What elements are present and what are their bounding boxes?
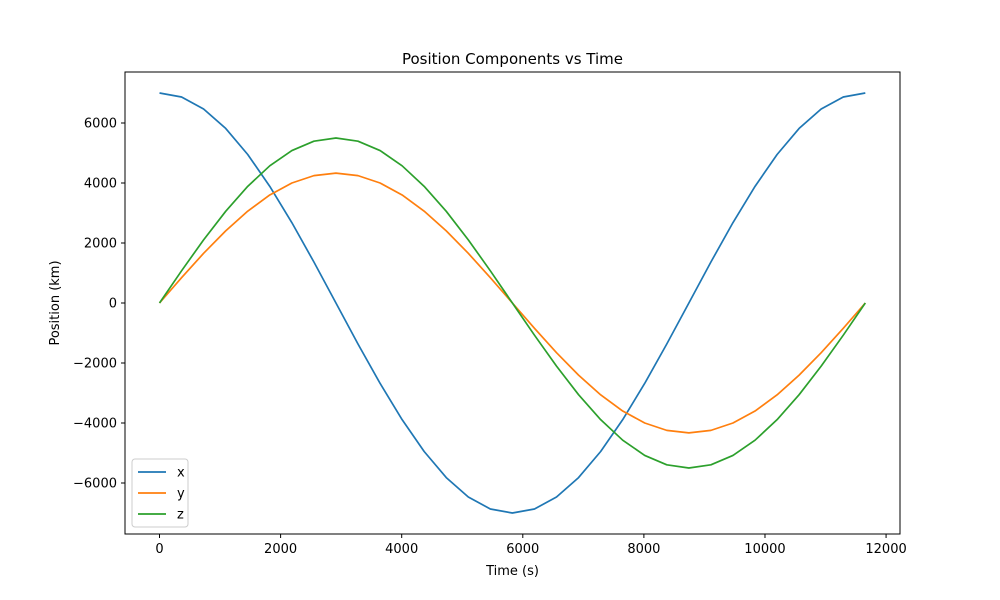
- legend-label-y: y: [177, 487, 185, 502]
- legend-label-x: x: [177, 466, 185, 481]
- y-tick-label: −6000: [73, 477, 117, 492]
- y-tick-label: −4000: [73, 417, 117, 432]
- x-tick-label: 4000: [385, 542, 418, 557]
- series-line-x: [159, 92, 866, 514]
- legend: xyz: [131, 458, 189, 528]
- x-axis-label: Time (s): [485, 564, 539, 579]
- y-tick-label: −2000: [73, 357, 117, 372]
- y-tick-label: 2000: [84, 237, 117, 252]
- x-tick-label: 6000: [506, 542, 539, 557]
- y-tick-label: 4000: [84, 177, 117, 192]
- x-tick-label: 8000: [627, 542, 660, 557]
- y-tick-label: 6000: [84, 117, 117, 132]
- y-axis: −6000 −4000 −2000 0 2000 4000 6000: [73, 117, 125, 492]
- legend-label-z: z: [177, 508, 184, 523]
- x-axis: 0 2000 4000 6000 8000 10000 12000: [155, 534, 907, 557]
- y-axis-label: Position (km): [48, 260, 63, 345]
- series-layer: [158, 92, 867, 514]
- x-tick-label: 12000: [865, 542, 906, 557]
- series-line-z: [158, 137, 867, 469]
- x-tick-label: 10000: [744, 542, 785, 557]
- x-tick-label: 0: [155, 542, 163, 557]
- y-tick-label: 0: [109, 297, 117, 312]
- chart-title: Position Components vs Time: [402, 50, 623, 68]
- x-tick-label: 2000: [264, 542, 297, 557]
